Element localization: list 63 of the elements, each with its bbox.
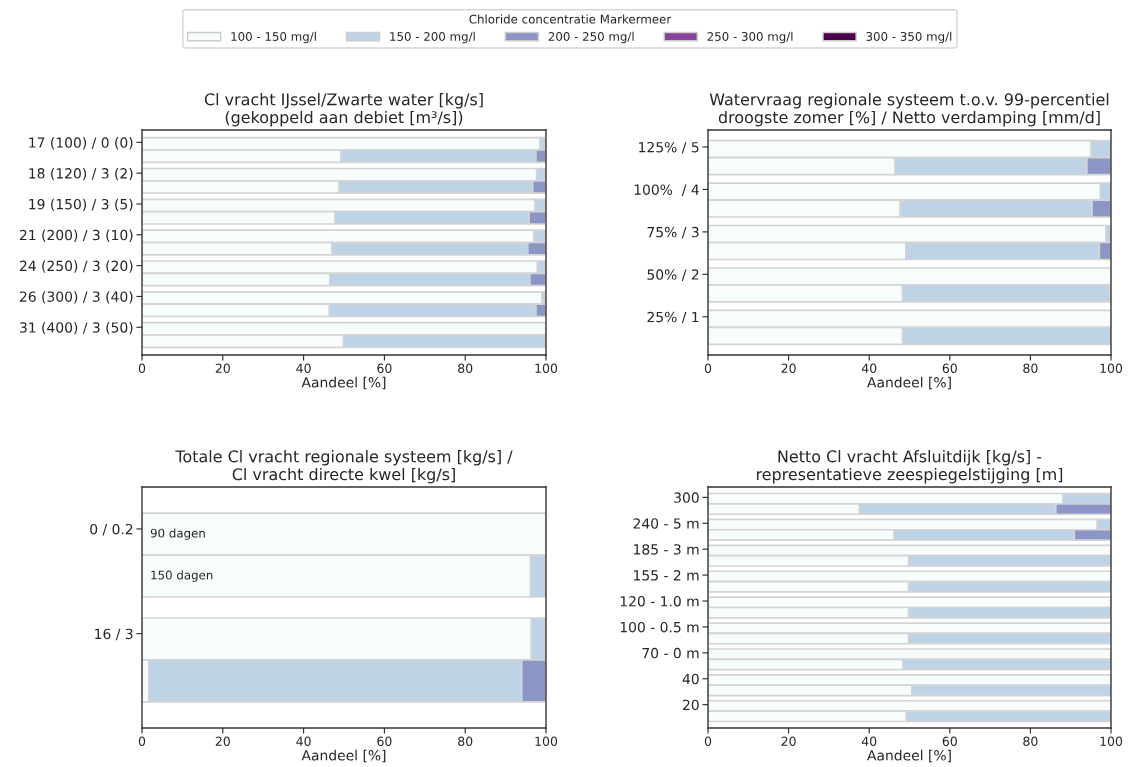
- x-tick-label: 60: [942, 736, 957, 747]
- chart-title: Totale Cl vracht regionale systeem [kg/s] / Cl vracht directe kwel [kg/s]: [175, 450, 513, 484]
- y-tick-label: 185 - 3 m: [634, 544, 699, 555]
- y-tick-label: 240 - 5 m: [633, 518, 699, 529]
- x-axis-title: Aandeel [%]: [301, 376, 386, 390]
- y-tick-label: 21 (200) / 3 (10): [19, 229, 133, 242]
- annotation: 150 dagen: [151, 570, 213, 582]
- x-tick-label: 40: [861, 736, 877, 747]
- y-tick-label: 20: [683, 699, 699, 711]
- y-tick-label: 0 / 0.2: [90, 523, 133, 536]
- x-tick-label: 60: [942, 363, 957, 374]
- y-tick-label: 100 - 0.5 m: [620, 621, 699, 633]
- legend-label: 200 - 250 mg/l: [548, 31, 634, 44]
- legend-label: 250 - 300 mg/l: [707, 31, 793, 44]
- annotation: 90 dagen: [150, 528, 205, 540]
- y-tick-label: 70 - 0 m: [642, 647, 699, 659]
- x-axis-title: Aandeel [%]: [867, 749, 951, 763]
- legend-label: 100 - 150 mg/l: [231, 31, 316, 44]
- x-tick-label: 20: [781, 363, 796, 374]
- y-tick-label: 19 (150) / 3 (5): [29, 198, 133, 212]
- y-tick-label: 120 - 1.0 m: [620, 595, 699, 607]
- y-tick-label: 25% / 1: [647, 311, 699, 324]
- x-tick-label: 0: [704, 363, 712, 374]
- x-tick-label: 0: [138, 363, 146, 374]
- y-tick-label: 24 (250) / 3 (20): [19, 260, 133, 273]
- x-tick-label: 80: [458, 736, 473, 747]
- x-tick-label: 40: [296, 736, 311, 747]
- legend-label: 150 - 200 mg/l: [390, 31, 475, 44]
- x-tick-label: 100: [535, 736, 558, 747]
- x-tick-label: 40: [296, 363, 311, 374]
- chart-title: Netto Cl vracht Afsluitdijk [kg/s] - representatieve zeespiegelstijging [m]: [756, 450, 1063, 484]
- y-tick-label: 31 (400) / 3 (50): [20, 322, 133, 335]
- x-tick-label: 20: [781, 736, 796, 747]
- y-tick-label: 26 (300) / 3 (40): [19, 291, 133, 304]
- x-tick-label: 100: [1100, 736, 1123, 747]
- x-tick-label: 100: [1100, 363, 1123, 374]
- y-tick-label: 300: [674, 492, 699, 503]
- y-tick-label: 125% / 5: [639, 141, 699, 154]
- x-tick-label: 100: [535, 363, 558, 374]
- x-tick-label: 20: [215, 736, 230, 747]
- y-tick-label: 17 (100) / 0 (0): [29, 137, 133, 150]
- y-tick-label: 40: [682, 673, 699, 685]
- y-tick-label: 16 / 3: [95, 628, 133, 641]
- y-tick-label: 100% / 4: [634, 184, 699, 196]
- y-tick-label: 50% / 2: [647, 269, 699, 281]
- x-tick-label: 0: [704, 736, 712, 747]
- y-tick-label: 155 - 2 m: [634, 570, 699, 581]
- x-axis-title: Aandeel [%]: [301, 749, 386, 763]
- legend-title: Chloride concentratie Markermeer: [469, 14, 672, 24]
- x-tick-label: 20: [215, 363, 230, 374]
- x-tick-label: 40: [861, 363, 877, 374]
- x-tick-label: 80: [1023, 363, 1038, 374]
- x-tick-label: 0: [138, 736, 146, 747]
- x-tick-label: 60: [377, 736, 392, 747]
- chart-title: Watervraag regionale systeem t.o.v. 99-percentiel droogste zomer [%] / Netto verdamping [mm/d]: [709, 93, 1109, 127]
- x-tick-label: 80: [1023, 736, 1038, 747]
- legend-label: 300 - 350 mg/l: [866, 31, 952, 44]
- chart-title: Cl vracht IJssel/Zwarte water [kg/s] (gekoppeld aan debiet [m³/s]): [204, 93, 483, 127]
- y-tick-label: 75% / 3: [647, 226, 699, 239]
- x-tick-label: 60: [377, 363, 392, 374]
- x-axis-title: Aandeel [%]: [867, 376, 951, 390]
- x-tick-label: 80: [458, 363, 473, 374]
- y-tick-label: 18 (120) / 3 (2): [29, 167, 133, 181]
